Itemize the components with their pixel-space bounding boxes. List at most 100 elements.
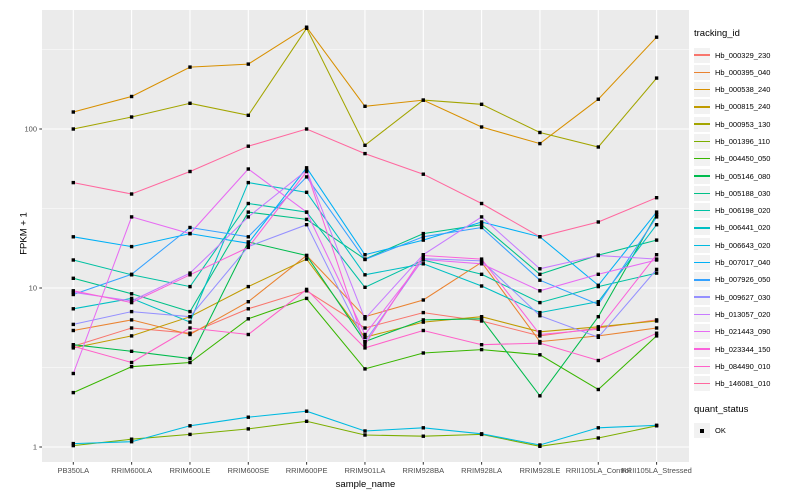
legend-item-Hb_001396_110: Hb_001396_110 xyxy=(694,133,798,149)
data-point xyxy=(246,284,250,289)
data-point xyxy=(246,427,250,431)
data-point xyxy=(363,326,367,330)
data-point xyxy=(246,241,250,245)
data-point xyxy=(654,271,659,275)
legend-title-quant-status: quant_status xyxy=(694,403,749,415)
data-point xyxy=(479,317,484,321)
data-point xyxy=(246,245,250,250)
data-point xyxy=(304,26,309,30)
data-point xyxy=(188,332,192,337)
data-point xyxy=(246,332,250,337)
data-point xyxy=(246,307,250,311)
legend-item-label: Hb_006198_020 xyxy=(715,206,771,216)
data-point xyxy=(246,201,250,206)
data-point xyxy=(188,309,192,314)
data-point xyxy=(596,300,600,304)
data-point xyxy=(654,326,659,330)
data-point xyxy=(538,353,542,357)
legend-item-label: Hb_000395_040 xyxy=(715,67,771,77)
line-swatch-icon xyxy=(694,306,710,322)
legend-item-Hb_006643_020: Hb_006643_020 xyxy=(694,237,798,253)
data-point xyxy=(129,365,134,369)
data-point xyxy=(479,319,484,323)
data-point xyxy=(129,437,134,441)
data-point xyxy=(479,315,484,319)
line-swatch-icon xyxy=(694,289,710,305)
data-point xyxy=(129,349,134,353)
data-point xyxy=(421,426,425,430)
data-point xyxy=(479,223,484,227)
data-point xyxy=(421,235,425,239)
legend-item-Hb_007926_050: Hb_007926_050 xyxy=(694,272,798,288)
data-point xyxy=(479,215,484,219)
data-point xyxy=(246,317,250,321)
data-point xyxy=(129,292,134,296)
legend-item-label: Hb_023344_150 xyxy=(715,344,771,354)
data-point xyxy=(421,172,425,176)
data-point xyxy=(71,441,75,446)
data-point xyxy=(363,367,367,371)
data-point xyxy=(538,289,542,293)
line-swatch-icon xyxy=(694,133,710,149)
data-point xyxy=(363,429,367,433)
x-axis-tick-labels: PB350LA RRIM600LA RRIM600LE RRIM600SE RRIM60… xyxy=(57,466,691,475)
data-point xyxy=(421,257,425,262)
legend-item-Hb_021443_090: Hb_021443_090 xyxy=(694,324,798,340)
data-point xyxy=(538,267,542,271)
data-point xyxy=(71,127,75,131)
legend-item-Hb_006441_020: Hb_006441_020 xyxy=(694,220,798,236)
data-point xyxy=(129,318,134,322)
data-point xyxy=(246,415,250,419)
data-point xyxy=(421,253,425,258)
svg-text:RRII105LA_Stressed: RRII105LA_Stressed xyxy=(621,466,691,475)
data-point xyxy=(129,334,134,338)
legend-item-Hb_000953_130: Hb_000953_130 xyxy=(694,116,798,132)
data-point xyxy=(246,215,250,219)
ok-square-marker-icon xyxy=(694,423,710,439)
line-swatch-icon xyxy=(694,47,710,63)
legend-item-Hb_004450_050: Hb_004450_050 xyxy=(694,151,798,167)
data-point xyxy=(654,258,659,262)
svg-text:RRIM928BA: RRIM928BA xyxy=(402,466,444,475)
data-point xyxy=(188,432,192,437)
data-point xyxy=(71,322,75,327)
data-point xyxy=(71,110,75,114)
data-point xyxy=(479,201,484,206)
legend-item-label: Hb_000329_230 xyxy=(715,50,771,60)
line-swatch-icon xyxy=(694,341,710,357)
data-point xyxy=(188,231,192,236)
line-swatch-icon xyxy=(694,272,710,288)
data-point xyxy=(363,273,367,277)
data-point xyxy=(596,253,600,258)
data-point xyxy=(129,272,134,276)
data-point xyxy=(304,257,309,261)
svg-text:1: 1 xyxy=(33,443,37,452)
svg-text:PB350LA: PB350LA xyxy=(57,466,89,475)
data-point xyxy=(654,319,659,323)
data-point xyxy=(654,423,659,427)
legend-item-label: Hb_009627_030 xyxy=(715,292,771,302)
data-point xyxy=(246,210,250,214)
data-point xyxy=(538,310,542,315)
axis-ticks xyxy=(39,128,658,465)
data-point xyxy=(479,343,484,347)
legend-item-label: Hb_006643_020 xyxy=(715,240,771,250)
line-swatch-icon xyxy=(694,82,710,98)
x-axis-title: sample_name xyxy=(335,479,396,490)
line-swatch-icon xyxy=(694,255,710,271)
legend-item-label: Hb_000953_130 xyxy=(715,119,771,129)
y-axis-tick-labels: 1 10 100 xyxy=(24,125,37,452)
svg-text:RRIM928LE: RRIM928LE xyxy=(520,466,561,475)
data-point xyxy=(538,341,542,345)
legend-title-tracking-id: tracking_id xyxy=(694,28,740,39)
data-point xyxy=(363,433,367,437)
data-point xyxy=(654,267,659,272)
line-swatch-icon xyxy=(694,64,710,80)
data-point xyxy=(363,339,367,344)
data-point xyxy=(304,190,309,194)
legend-item-label: Hb_001396_110 xyxy=(715,136,770,146)
data-point xyxy=(654,210,659,214)
data-point xyxy=(421,318,425,322)
data-point xyxy=(188,65,192,69)
data-point xyxy=(304,419,309,423)
